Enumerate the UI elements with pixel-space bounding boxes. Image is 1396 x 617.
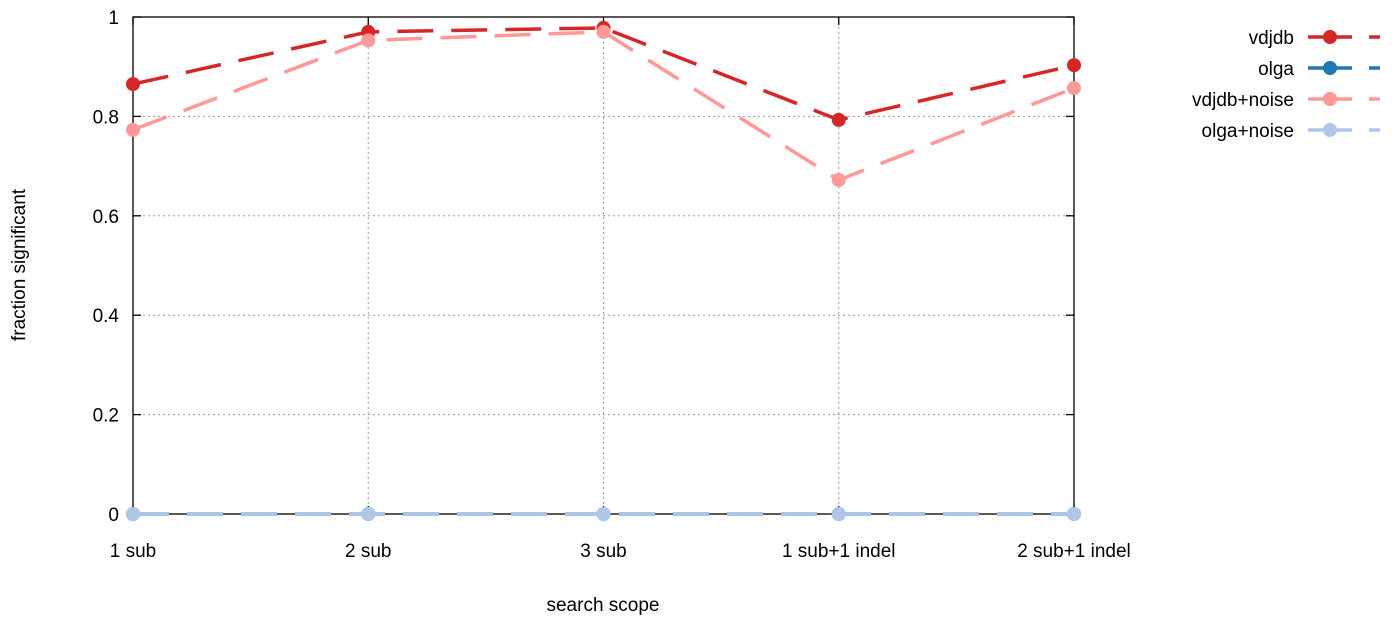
x-tick-label: 2 sub xyxy=(345,541,391,562)
y-tick-label: 1 xyxy=(108,8,119,29)
legend-item: olga+noise xyxy=(1202,121,1380,142)
y-tick-label: 0.4 xyxy=(93,306,120,327)
legend-item: vdjdb xyxy=(1249,28,1380,49)
legend-label: olga xyxy=(1258,59,1294,80)
data-point xyxy=(1067,58,1081,73)
data-point xyxy=(126,77,140,92)
data-point xyxy=(361,507,376,521)
data-point xyxy=(596,507,611,521)
y-axis-label: fraction significant xyxy=(9,188,30,341)
legend-item: olga xyxy=(1258,59,1380,80)
data-point xyxy=(831,112,846,127)
y-tick-label: 0 xyxy=(108,505,119,526)
legend-marker xyxy=(1323,30,1337,44)
x-tick-label: 1 sub xyxy=(110,541,156,562)
x-tick-label: 1 sub+1 indel xyxy=(782,541,896,562)
data-point xyxy=(361,33,376,48)
x-tick-label: 3 sub xyxy=(580,541,626,562)
data-point xyxy=(831,507,846,521)
y-tick-label: 0.6 xyxy=(93,207,119,228)
data-point xyxy=(1067,81,1081,96)
plot-frame xyxy=(132,16,1075,515)
series-layer xyxy=(126,20,1081,521)
x-tick-label: 2 sub+1 indel xyxy=(1017,541,1131,562)
data-point xyxy=(126,122,140,137)
legend-marker xyxy=(1323,61,1337,75)
legend-marker xyxy=(1323,123,1337,137)
data-point xyxy=(596,24,611,39)
series-vdjdb-noise xyxy=(126,24,1081,188)
data-point xyxy=(831,173,846,188)
data-point xyxy=(126,507,140,521)
legend: vdjdb olga vdjdb+noise olga+noise xyxy=(1192,28,1380,142)
legend-label: vdjdb+noise xyxy=(1192,90,1294,111)
data-point xyxy=(1067,507,1081,521)
legend-item: vdjdb+noise xyxy=(1192,90,1380,111)
y-tick-label: 0.2 xyxy=(93,406,119,427)
series-olga-noise xyxy=(126,507,1081,521)
axis-ticks: 0 0.2 0.4 0.6 0.8 1 1 sub 2 sub 3 sub 1 sub+1 ind… xyxy=(93,8,1131,562)
legend-marker xyxy=(1323,92,1337,106)
legend-label: olga+noise xyxy=(1202,121,1294,142)
y-tick-label: 0.8 xyxy=(93,107,119,128)
x-axis-label: search scope xyxy=(546,595,659,616)
grid-lines xyxy=(133,17,1074,514)
legend-label: vdjdb xyxy=(1249,28,1294,49)
